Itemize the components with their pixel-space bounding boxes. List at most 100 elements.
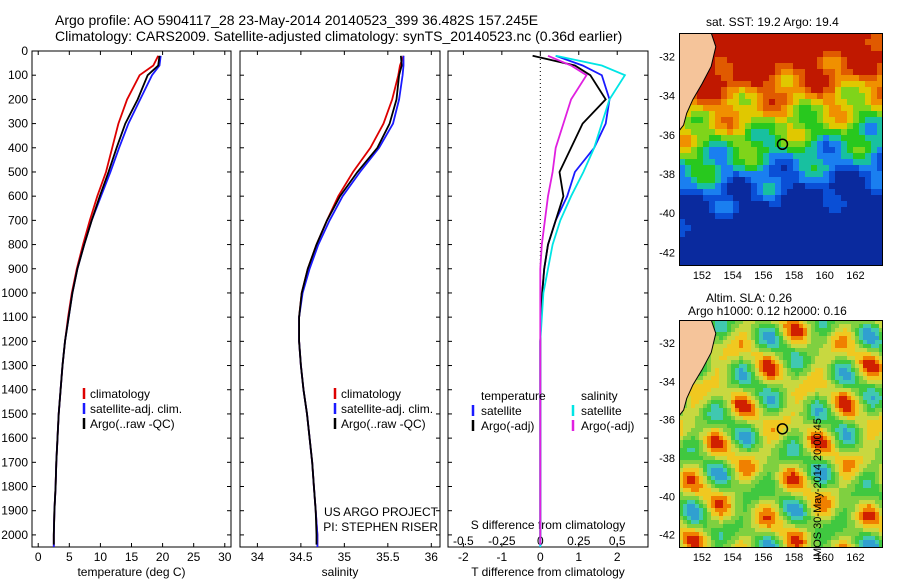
- map-cell: [787, 420, 791, 424]
- map-cell: [853, 159, 859, 165]
- map-cell: [699, 516, 703, 520]
- map-cell: [743, 404, 747, 408]
- map-cell: [707, 380, 711, 384]
- map-cell: [795, 448, 799, 452]
- map-cell: [799, 33, 805, 39]
- map-cell: [879, 412, 883, 416]
- map-cell: [697, 87, 703, 93]
- map-cell: [709, 117, 715, 123]
- map-cell: [775, 432, 779, 436]
- map-cell: [757, 51, 763, 57]
- map-cell: [871, 207, 877, 213]
- map-cell: [871, 540, 875, 544]
- map-cell: [771, 356, 775, 360]
- map-cell: [867, 508, 871, 512]
- map-cell: [823, 536, 827, 540]
- map-cell: [731, 356, 735, 360]
- map-cell: [853, 213, 859, 219]
- map-cell: [759, 388, 763, 392]
- map-cell: [805, 129, 811, 135]
- map-cell: [715, 420, 719, 424]
- map-cell: [703, 488, 707, 492]
- map-cell: [803, 512, 807, 516]
- map-cell: [827, 448, 831, 452]
- map-cell: [763, 432, 767, 436]
- map-cell: [775, 207, 781, 213]
- map-cell: [841, 147, 847, 153]
- map-cell: [759, 368, 763, 372]
- map-cell: [843, 344, 847, 348]
- map-cell: [783, 396, 787, 400]
- map-cell: [819, 440, 823, 444]
- map-cell: [687, 476, 691, 480]
- map-cell: [835, 141, 841, 147]
- map-cell: [695, 468, 699, 472]
- map-cell: [755, 360, 759, 364]
- map-cell: [823, 404, 827, 408]
- map-cell: [829, 153, 835, 159]
- map-cell: [771, 524, 775, 528]
- map-cell: [877, 177, 883, 183]
- map-cell: [859, 364, 863, 368]
- map-cell: [799, 324, 803, 328]
- map-cell: [739, 456, 743, 460]
- map-cell: [709, 105, 715, 111]
- map-cell: [827, 404, 831, 408]
- map-cell: [787, 195, 793, 201]
- map-cell: [815, 356, 819, 360]
- map-cell: [703, 105, 709, 111]
- map-cell: [815, 404, 819, 408]
- map-cell: [759, 412, 763, 416]
- map-cell: [775, 135, 781, 141]
- map-cell: [787, 416, 791, 420]
- map-cell: [823, 360, 827, 364]
- map-cell: [695, 476, 699, 480]
- map-cell: [763, 255, 769, 261]
- map-cell: [733, 33, 739, 39]
- map-cell: [839, 500, 843, 504]
- map-cell: [769, 45, 775, 51]
- map-cell: [865, 159, 871, 165]
- map-cell: [691, 500, 695, 504]
- map-cell: [865, 93, 871, 99]
- y-tick-label: 800: [8, 238, 28, 252]
- map-cell: [747, 476, 751, 480]
- map-cell: [799, 141, 805, 147]
- map-cell: [751, 504, 755, 508]
- map-cell: [715, 328, 719, 332]
- map-cell: [859, 380, 863, 384]
- map-cell: [863, 324, 867, 328]
- map-cell: [855, 520, 859, 524]
- map-cell: [879, 372, 883, 376]
- map-cell: [743, 456, 747, 460]
- map-cell: [853, 243, 859, 249]
- map-cell: [787, 500, 791, 504]
- map-cell: [863, 492, 867, 496]
- map-cell: [817, 153, 823, 159]
- map-cell: [727, 476, 731, 480]
- map-cell: [775, 177, 781, 183]
- map-cell: [829, 237, 835, 243]
- map-cell: [855, 372, 859, 376]
- map-cell: [795, 372, 799, 376]
- map-cell: [699, 532, 703, 536]
- map-cell: [865, 75, 871, 81]
- map-cell: [703, 472, 707, 476]
- map-cell: [763, 57, 769, 63]
- map-cell: [811, 436, 815, 440]
- map-cell: [727, 488, 731, 492]
- map-cell: [755, 480, 759, 484]
- map-cell: [847, 424, 851, 428]
- map-cell: [751, 408, 755, 412]
- map-cell: [847, 544, 851, 548]
- map-cell: [779, 460, 783, 464]
- map-cell: [763, 324, 767, 328]
- map-cell: [787, 348, 791, 352]
- map-cell: [727, 105, 733, 111]
- map-cell: [875, 432, 879, 436]
- map-cell: [875, 456, 879, 460]
- map-cell: [767, 412, 771, 416]
- map-cell: [771, 336, 775, 340]
- map-cell: [795, 492, 799, 496]
- map-cell: [851, 492, 855, 496]
